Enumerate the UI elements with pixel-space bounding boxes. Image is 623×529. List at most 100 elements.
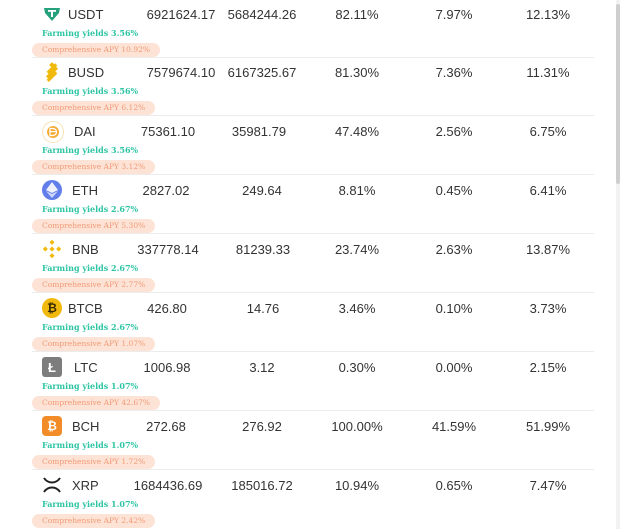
coin-name: BTCB xyxy=(68,301,103,316)
col1-value: 2827.02 xyxy=(142,183,190,198)
col4-value: 2.63% xyxy=(435,242,473,257)
col5-value: 3.73% xyxy=(529,301,567,316)
coin-name: LTC xyxy=(74,360,98,375)
col4-value: 0.00% xyxy=(435,360,473,375)
col2-value: 185016.72 xyxy=(231,478,293,493)
farming-yield: Farming yields 3.56% xyxy=(42,86,139,96)
col2-value: 14.76 xyxy=(246,301,280,316)
col3-value: 3.46% xyxy=(338,301,376,316)
comprehensive-apy-badge: Comprehensive APY 6.12% xyxy=(32,101,156,115)
row-divider xyxy=(32,174,594,175)
col3-value: 81.30% xyxy=(334,65,380,80)
comprehensive-apy-badge: Comprehensive APY 3.12% xyxy=(32,160,156,174)
bnb-icon xyxy=(42,239,62,259)
row-divider xyxy=(32,292,594,293)
comprehensive-apy-badge: Comprehensive APY 2.77% xyxy=(32,278,156,292)
vertical-scrollbar[interactable] xyxy=(616,0,620,529)
farming-yield: Farming yields 2.67% xyxy=(42,204,139,214)
col3-value: 82.11% xyxy=(335,7,379,22)
row-divider xyxy=(32,410,594,411)
col5-value: 6.75% xyxy=(529,124,567,139)
col3-value: 47.48% xyxy=(334,124,380,139)
table-row[interactable]: BNB 337778.14 81239.33 23.74% 2.63% 13.8… xyxy=(0,235,623,293)
row-divider xyxy=(32,233,594,234)
table-row[interactable]: DAI 75361.10 35981.79 47.48% 2.56% 6.75%… xyxy=(0,117,623,175)
col5-value: 51.99% xyxy=(525,419,571,434)
col3-value: 100.00% xyxy=(331,419,383,434)
col4-value: 2.56% xyxy=(435,124,473,139)
col1-value: 1006.98 xyxy=(143,360,191,375)
farming-yield: Farming yields 2.67% xyxy=(42,263,139,273)
farming-yield: Farming yields 1.07% xyxy=(42,381,139,391)
bch-icon: ₿ xyxy=(42,416,62,436)
col2-value: 81239.33 xyxy=(235,242,291,257)
col1-value: 6921624.17 xyxy=(146,7,216,22)
col3-value: 23.74% xyxy=(334,242,380,257)
scrollbar-thumb[interactable] xyxy=(616,4,620,184)
comprehensive-apy-badge: Comprehensive APY 5.30% xyxy=(32,219,156,233)
col2-value: 5684244.26 xyxy=(227,7,297,22)
busd-icon xyxy=(42,62,62,82)
col3-value: 8.81% xyxy=(338,183,376,198)
col5-value: 2.15% xyxy=(529,360,567,375)
col2-value: 3.12 xyxy=(249,360,275,375)
table-row[interactable]: Ł LTC 1006.98 3.12 0.30% 0.00% 2.15% Far… xyxy=(0,353,623,411)
col2-value: 35981.79 xyxy=(231,124,287,139)
comprehensive-apy-badge: Comprehensive APY 10.92% xyxy=(32,43,160,57)
farming-yield: Farming yields 3.56% xyxy=(42,28,139,38)
table-row[interactable]: USDT 6921624.17 5684244.26 82.11% 7.97% … xyxy=(0,0,623,58)
coin-name: USDT xyxy=(68,7,104,22)
col1-value: 1684436.69 xyxy=(133,478,203,493)
col3-value: 0.30% xyxy=(338,360,376,375)
col5-value: 11.31% xyxy=(526,65,570,80)
xrp-icon xyxy=(42,475,62,495)
dai-icon xyxy=(42,121,64,143)
coin-name: XRP xyxy=(72,478,99,493)
comprehensive-apy-badge: Comprehensive APY 42.67% xyxy=(32,396,160,410)
coin-name: BCH xyxy=(72,419,100,434)
col1-value: 7579674.10 xyxy=(146,65,216,80)
farming-yield: Farming yields 1.07% xyxy=(42,499,139,509)
coin-name: ETH xyxy=(72,183,98,198)
col1-value: 75361.10 xyxy=(140,124,196,139)
col5-value: 6.41% xyxy=(529,183,567,198)
col4-value: 0.10% xyxy=(435,301,473,316)
col5-value: 13.87% xyxy=(525,242,571,257)
coin-name: DAI xyxy=(74,124,96,139)
comprehensive-apy-badge: Comprehensive APY 1.07% xyxy=(32,337,156,351)
col4-value: 41.59% xyxy=(431,419,477,434)
col5-value: 7.47% xyxy=(529,478,567,493)
comprehensive-apy-badge: Comprehensive APY 1.72% xyxy=(32,455,156,469)
col3-value: 10.94% xyxy=(334,478,380,493)
ltc-icon: Ł xyxy=(42,357,62,377)
table-row[interactable]: BUSD 7579674.10 6167325.67 81.30% 7.36% … xyxy=(0,58,623,116)
col4-value: 0.65% xyxy=(435,478,473,493)
farming-yield: Farming yields 1.07% xyxy=(42,440,139,450)
row-divider xyxy=(32,469,594,470)
col1-value: 426.80 xyxy=(147,301,187,316)
col2-value: 249.64 xyxy=(242,183,282,198)
table-row[interactable]: XRP 1684436.69 185016.72 10.94% 0.65% 7.… xyxy=(0,471,623,529)
row-divider xyxy=(32,57,594,58)
col1-value: 337778.14 xyxy=(137,242,199,257)
row-divider xyxy=(32,351,594,352)
col1-value: 272.68 xyxy=(146,419,186,434)
table-row[interactable]: ETH 2827.02 249.64 8.81% 0.45% 6.41% Far… xyxy=(0,176,623,234)
comprehensive-apy-badge: Comprehensive APY 2.42% xyxy=(32,514,156,528)
coin-name: BNB xyxy=(72,242,99,257)
farming-yield: Farming yields 3.56% xyxy=(42,145,139,155)
coin-name: BUSD xyxy=(68,65,105,80)
table-row[interactable]: ₿ BTCB 426.80 14.76 3.46% 0.10% 3.73% Fa… xyxy=(0,294,623,352)
btcb-icon: ₿ xyxy=(42,298,62,318)
col2-value: 6167325.67 xyxy=(227,65,297,80)
col4-value: 7.36% xyxy=(435,65,473,80)
eth-icon xyxy=(42,180,62,200)
col4-value: 0.45% xyxy=(435,183,473,198)
table-row[interactable]: ₿ BCH 272.68 276.92 100.00% 41.59% 51.99… xyxy=(0,412,623,470)
row-divider xyxy=(32,115,594,116)
col4-value: 7.97% xyxy=(435,7,473,22)
usdt-icon xyxy=(42,4,62,24)
col5-value: 12.13% xyxy=(525,7,571,22)
farming-yield: Farming yields 2.67% xyxy=(42,322,139,332)
col2-value: 276.92 xyxy=(242,419,282,434)
